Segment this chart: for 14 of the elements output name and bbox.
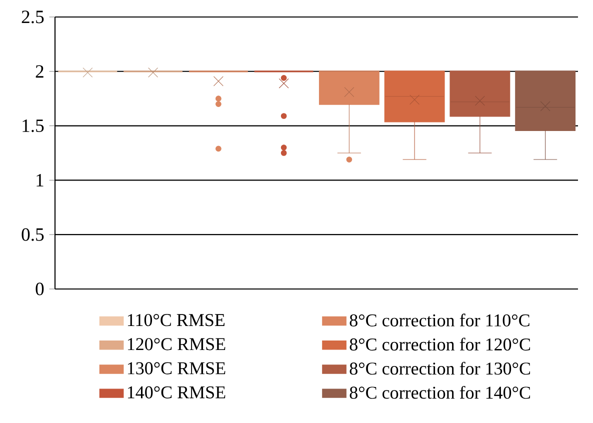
legend-label: 120°C RMSE: [128, 338, 226, 350]
y-tick-label: 2: [36, 65, 44, 78]
y-tick-label: 2.5: [22, 10, 44, 24]
legend-label: 8°C correction for 140°C: [350, 386, 530, 399]
legend-label: 110°C RMSE: [128, 314, 225, 326]
y-tick-label: 1: [36, 174, 44, 186]
y-tick-label: 1.5: [22, 119, 44, 132]
legend-label: 8°C correction for 130°C: [350, 362, 530, 375]
y-tick-label: 0: [36, 282, 44, 296]
legend-label: 140°C RMSE: [128, 386, 226, 398]
legend-label: 8°C correction for 120°C: [350, 338, 530, 351]
legend-label: 8°C correction for 110°C: [350, 314, 530, 326]
y-tick-label: 0.5: [22, 228, 44, 241]
legend-label: 130°C RMSE: [128, 362, 226, 374]
